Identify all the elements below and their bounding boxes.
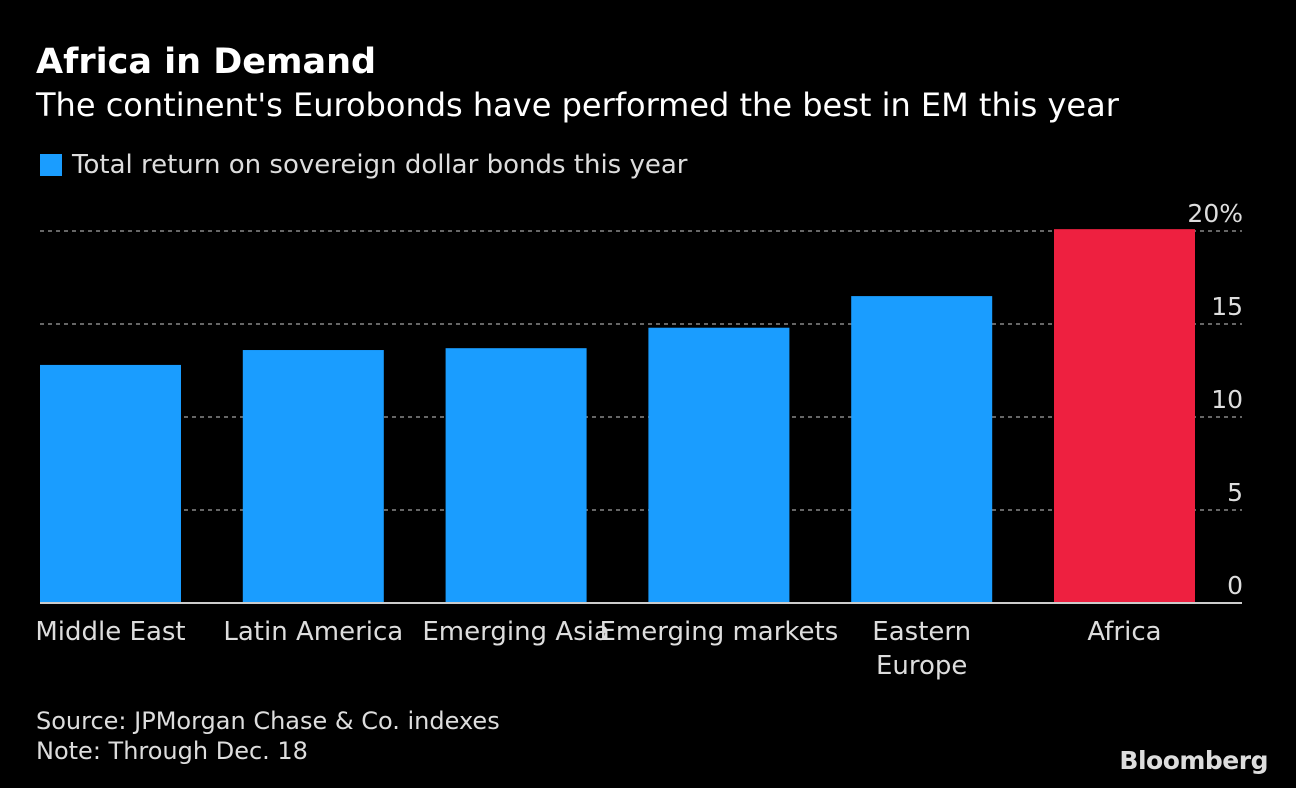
- x-tick-label: Eastern Europe: [872, 617, 971, 681]
- x-tick-label: Emerging markets: [600, 617, 839, 647]
- x-tick-label: Africa: [1087, 617, 1161, 647]
- bar: [242, 350, 384, 603]
- bar: [445, 348, 587, 603]
- bar: [851, 296, 993, 603]
- bar: [1054, 229, 1195, 603]
- legend: Total return on sovereign dollar bonds t…: [40, 150, 687, 180]
- y-tick-label: 5: [1227, 478, 1243, 507]
- legend-label: Total return on sovereign dollar bonds t…: [72, 150, 688, 180]
- source-text: Source: JPMorgan Chase & Co. indexes: [36, 707, 500, 735]
- source-note: Source: JPMorgan Chase & Co. indexes Not…: [36, 706, 500, 766]
- bar: [648, 327, 790, 603]
- bar: [40, 364, 181, 603]
- x-tick-label: Middle East: [35, 617, 185, 647]
- x-tick-label: Emerging Asia: [422, 617, 609, 647]
- x-tick-label: Latin America: [223, 617, 403, 647]
- chart-subtitle: The continent's Eurobonds have performed…: [36, 86, 1119, 124]
- bloomberg-logo: Bloomberg: [1119, 746, 1268, 775]
- legend-swatch: [40, 154, 62, 176]
- y-tick-label: 15: [1211, 292, 1243, 321]
- y-tick-label: 0: [1227, 571, 1243, 600]
- y-tick-label: 10: [1211, 385, 1243, 414]
- y-tick-label: 20%: [1187, 199, 1243, 228]
- chart-title: Africa in Demand: [36, 42, 377, 82]
- note-text: Note: Through Dec. 18: [36, 737, 308, 765]
